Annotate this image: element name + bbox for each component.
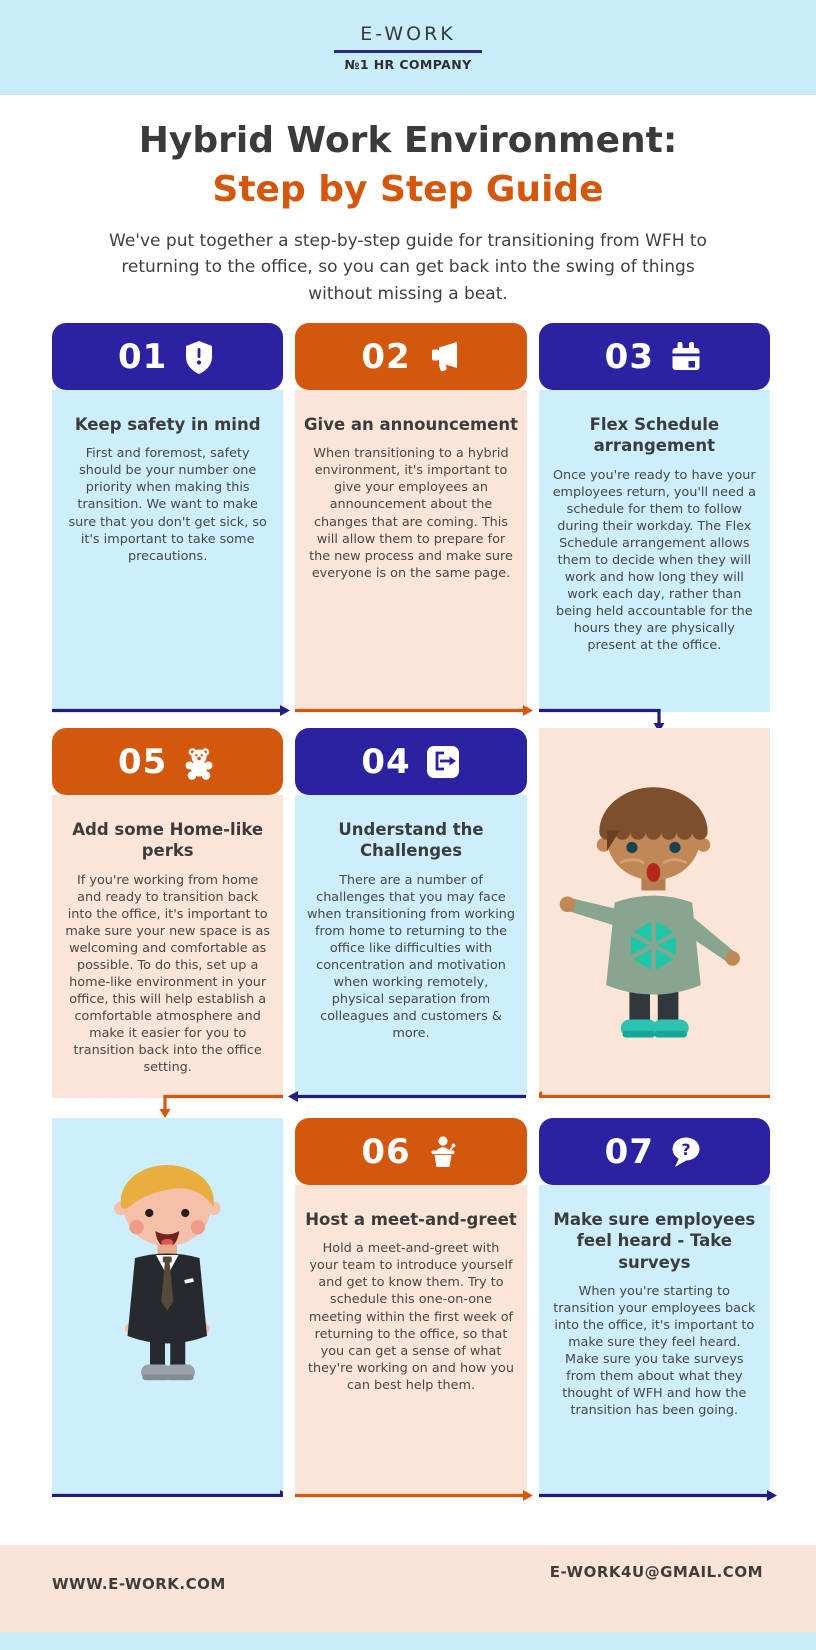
top-banner: E-WORK №1 HR COMPANY [0, 0, 816, 95]
step1-text: First and foremost, safety should be you… [68, 446, 267, 564]
step3-text: Once you're ready to have your employees… [552, 467, 756, 654]
question-bubble-icon: ? [672, 1137, 700, 1167]
step5-number: 05 [118, 741, 168, 782]
step4-body: Understand the Challenges There are a nu… [295, 795, 527, 1098]
illustration-worried-card [538, 728, 770, 1098]
step3-body: Flex Schedule arrangement Once you're re… [538, 390, 770, 712]
row-2: 05 Add some Home-like perks If you're wo… [52, 728, 770, 1118]
step5-text: If you're working from home and ready to… [65, 872, 270, 1076]
arrow-illustration-to-step6 [52, 1490, 284, 1497]
arrow-step2-to-step3 [295, 705, 534, 716]
arrow-step1-to-step2 [52, 705, 290, 716]
calendar-icon [672, 341, 700, 370]
step1-header: 01 [52, 323, 284, 390]
step6-number: 06 [361, 1131, 411, 1172]
step4-number: 04 [361, 741, 411, 782]
title-line-1: Hybrid Work Environment: [138, 120, 678, 161]
suited-kid-illustration [114, 1165, 221, 1381]
step4-text: There are a number of challenges that yo… [306, 872, 516, 1042]
step6-text: Hold a meet-and-greet with your team to … [308, 1241, 514, 1393]
step6-title: Host a meet-and-greet [305, 1210, 517, 1229]
footer-website-text: WWW.E-WORK.COM [52, 1575, 226, 1593]
logo-tagline: №1 HR COMPANY [344, 57, 472, 72]
arrow-step3-down [538, 708, 665, 732]
svg-text:?: ? [681, 1140, 690, 1159]
step3-title: Flex Schedule arrangement [589, 415, 720, 456]
step5-body: Add some Home-like perks If you're worki… [52, 795, 284, 1098]
step1-card: 01 Keep safety in mind First and foremos… [52, 323, 290, 716]
row-1: 01 Keep safety in mind First and foremos… [52, 323, 770, 732]
step1-number: 01 [118, 336, 168, 377]
bottom-strip [0, 1632, 816, 1650]
step5-title: Add some Home-like perks [72, 820, 264, 861]
footer-email-text: E-WORK4U@GMAIL.COM [549, 1563, 763, 1581]
step2-card: 02 Give an announcement When transitioni… [295, 323, 534, 716]
step4-header: 04 [295, 728, 527, 795]
step2-number: 02 [361, 336, 411, 377]
step3-card: 03 Flex Schedule arrangement Once you're… [538, 323, 770, 732]
step5-card: 05 Add some Home-like perks If you're wo… [52, 728, 284, 1118]
step2-body: Give an announcement When transitioning … [295, 390, 527, 712]
step7-title: Make sure employees feel heard - Take su… [553, 1210, 756, 1272]
step3-header: 03 [538, 323, 770, 390]
step1-title: Keep safety in mind [74, 415, 261, 434]
step7-card: 07 ? Make sure employees feel heard - Ta… [538, 1118, 777, 1501]
row-3: 06 Host a meet-and-greet Hold a meet-and… [52, 1118, 777, 1501]
step3-number: 03 [604, 336, 654, 377]
arrow-step6-to-step7 [295, 1490, 534, 1501]
teddy-bear-icon [185, 747, 213, 780]
step6-header: 06 [295, 1118, 527, 1185]
transition-door-icon [426, 745, 459, 778]
step2-title: Give an announcement [304, 415, 518, 434]
illustration-manager-card [52, 1118, 284, 1497]
page-title: Hybrid Work Environment: Step by Step Gu… [0, 116, 816, 214]
step7-text: When you're starting to transition your … [553, 1284, 756, 1419]
step1-body: Keep safety in mind First and foremost, … [52, 390, 284, 712]
arrow-step7-out [538, 1490, 777, 1501]
step6-card: 06 Host a meet-and-greet Hold a meet-and… [295, 1118, 534, 1501]
step4-title: Understand the Challenges [338, 820, 484, 861]
step2-text: When transitioning to a hybrid environme… [309, 446, 513, 581]
logo: E-WORK [334, 23, 482, 53]
step7-body: Make sure employees feel heard - Take su… [538, 1185, 770, 1497]
worried-kid-illustration [559, 787, 740, 1038]
step7-number: 07 [604, 1131, 654, 1172]
step5-header: 05 [52, 728, 284, 795]
step6-body: Host a meet-and-greet Hold a meet-and-gr… [295, 1185, 527, 1497]
lectern-icon [431, 1135, 456, 1167]
intro-text: We've put together a step-by-step guide … [109, 231, 707, 304]
arrow-step4-to-step5 [288, 1091, 527, 1102]
footer: WWW.E-WORK.COM E-WORK4U@GMAIL.COM [0, 1545, 816, 1632]
shield-alert-icon [186, 340, 213, 374]
arrow-illustration-to-step4 [538, 1091, 770, 1098]
arrow-step5-down [159, 1094, 283, 1118]
step4-card: 04 Understand the Challenges There are a… [288, 728, 527, 1102]
title-line-2: Step by Step Guide [212, 169, 604, 210]
megaphone-icon [431, 341, 457, 371]
step7-header: 07 ? [538, 1118, 770, 1185]
step2-header: 02 [295, 323, 527, 390]
